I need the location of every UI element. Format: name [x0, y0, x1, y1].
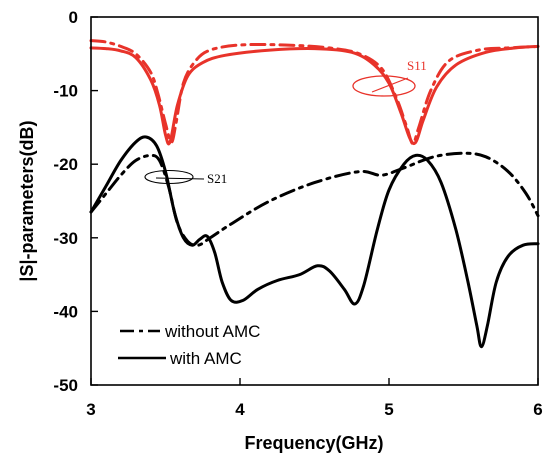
- x-tick-label: 3: [86, 400, 95, 419]
- s21-annotation-leader: [155, 177, 205, 180]
- s11-with-amc-line: [89, 44, 540, 146]
- tick-layer: 3 4 5 6 0 -10 -20 -30 -40 -50: [53, 8, 542, 419]
- s11-annotation-ellipse: [352, 75, 416, 97]
- x-tick-label: 6: [533, 400, 542, 419]
- x-tick-label: 4: [235, 400, 245, 419]
- s21-annotation-label: S21: [207, 171, 227, 186]
- y-axis-title: |S|-parameters(dB): [17, 120, 37, 281]
- s11-annotation-label: S11: [407, 58, 427, 73]
- s21-with-amc-line: [89, 135, 540, 349]
- y-tick-label: -40: [53, 302, 78, 321]
- y-tick-label: -20: [53, 155, 78, 174]
- y-tick-label: 0: [69, 8, 78, 27]
- curves-layer: [89, 39, 540, 349]
- x-tick-label: 5: [384, 400, 393, 419]
- y-tick-label: -30: [53, 229, 78, 248]
- legend-label-with-amc: with AMC: [169, 349, 242, 368]
- y-tick-label: -10: [53, 82, 78, 101]
- s21-without-amc-line: [89, 151, 540, 247]
- s11-without-amc-line: [89, 39, 540, 146]
- plot-frame: [90, 16, 539, 386]
- x-axis-title: Frequency(GHz): [244, 433, 383, 453]
- y-tick-label: -50: [53, 376, 78, 395]
- s21-annotation-ellipse: [144, 169, 194, 185]
- legend-label-without-amc: without AMC: [164, 322, 260, 341]
- legend: without AMC with AMC: [118, 322, 260, 368]
- s11-annotation-leader: [371, 77, 409, 93]
